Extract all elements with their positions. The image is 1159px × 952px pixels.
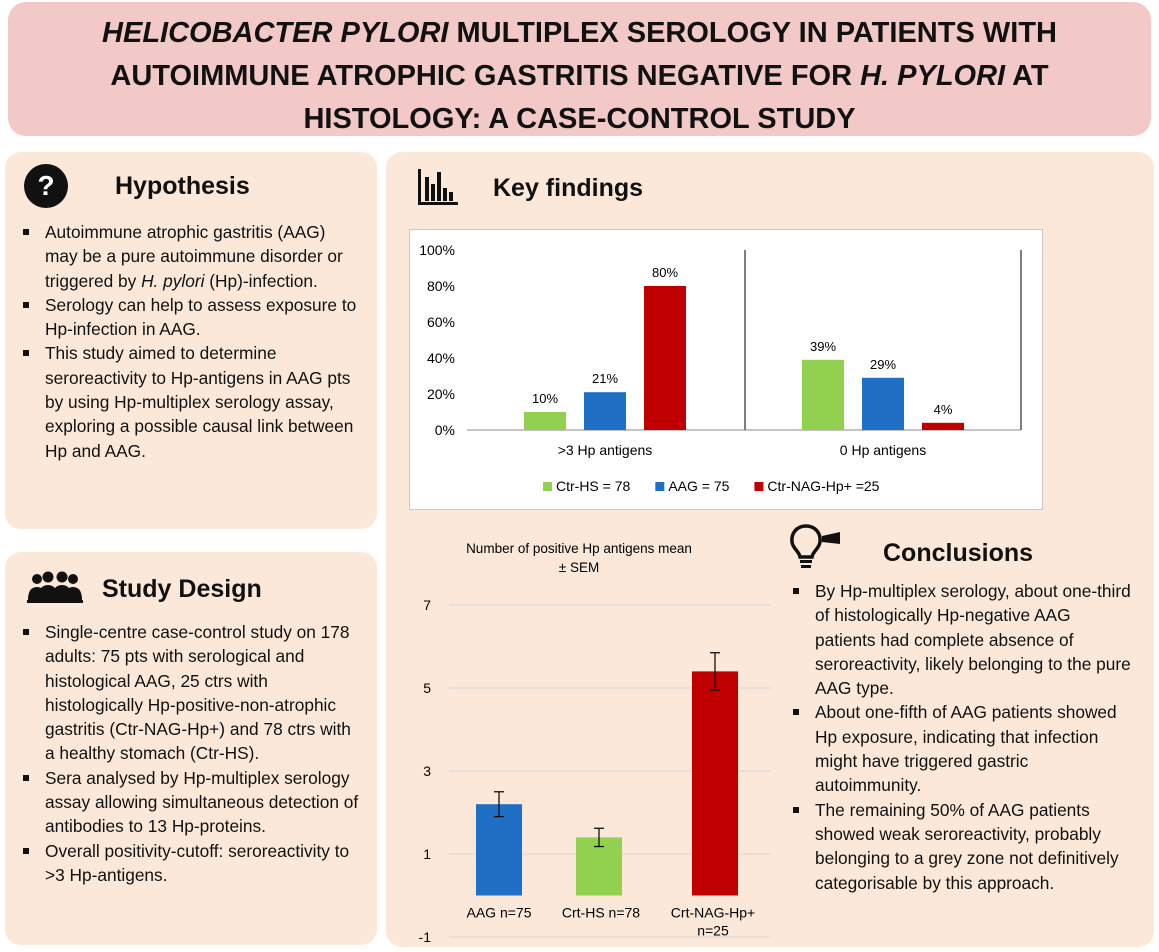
- poster-title: HELICOBACTER PYLORI MULTIPLEX SEROLOGY I…: [8, 2, 1151, 141]
- title-line2: AUTOIMMUNE ATROPHIC GASTRITIS NEGATIVE F…: [110, 60, 861, 92]
- y-tick-label: 5: [423, 680, 431, 696]
- bar: [692, 671, 738, 896]
- legend-swatch: [655, 482, 665, 491]
- hypothesis-panel: ? Hypothesis Autoimmune atrophic gastrit…: [5, 152, 377, 529]
- lightbulb-icon: [790, 524, 840, 568]
- legend-label: Ctr-NAG-Hp+ =25: [767, 478, 879, 494]
- title-line3: HISTOLOGY: A CASE-CONTROL STUDY: [303, 103, 856, 135]
- bar: [476, 804, 522, 896]
- conclusions-list: By Hp-multiplex serology, about one-thir…: [790, 579, 1135, 895]
- y-tick-label: -1: [419, 929, 432, 945]
- hypothesis-heading: Hypothesis: [115, 172, 250, 200]
- hypothesis-bullet: Serology can help to assess exposure to …: [20, 293, 358, 342]
- x-tick-label: Crt-HS n=78: [562, 905, 640, 921]
- people-group-icon: [27, 571, 83, 603]
- key-findings-heading: Key findings: [493, 174, 644, 202]
- y-tick-label: 20%: [427, 386, 455, 402]
- bar: [524, 412, 566, 430]
- question-icon: ?: [24, 164, 68, 208]
- data-label: 10%: [532, 391, 558, 406]
- y-tick-label: 1: [423, 846, 431, 862]
- title-line2-end: AT: [1005, 60, 1049, 92]
- bar: [922, 422, 964, 430]
- y-tick-label: 60%: [427, 314, 455, 330]
- conclusions-heading: Conclusions: [883, 539, 1034, 567]
- title-italic-part-2: H. PYLORI: [860, 60, 1006, 92]
- mean-antigens-bar-chart: Number of positive Hp antigens mean ± SEM…: [419, 541, 771, 945]
- x-tick-label: AAG n=75: [467, 905, 532, 921]
- bar: [802, 359, 844, 430]
- bar-chart-icon: [418, 169, 458, 205]
- y-tick-label: 3: [423, 763, 431, 779]
- conclusion-bullet: By Hp-multiplex serology, about one-thir…: [790, 579, 1135, 700]
- study-design-panel: Study Design Single-centre case-control …: [5, 552, 377, 945]
- data-label: 29%: [870, 357, 896, 372]
- title-line1: MULTIPLEX SEROLOGY IN PATIENTS WITH: [448, 17, 1057, 49]
- hypothesis-bullet: Autoimmune atrophic gastritis (AAG) may …: [20, 220, 358, 293]
- study-design-heading: Study Design: [102, 575, 262, 603]
- hypothesis-list: Autoimmune atrophic gastritis (AAG) may …: [20, 220, 358, 463]
- legend-label: Ctr-HS = 78: [556, 478, 631, 494]
- data-label: 39%: [810, 339, 836, 354]
- legend-swatch: [543, 482, 552, 491]
- chart-title-line2: ± SEM: [559, 560, 599, 575]
- title-italic-part: HELICOBACTER PYLORI: [102, 17, 449, 49]
- y-tick-label: 0%: [435, 422, 455, 438]
- y-tick-label: 80%: [427, 278, 455, 294]
- x-tick-label: n=25: [697, 923, 729, 939]
- design-bullet: Overall positivity-cutoff: seroreactivit…: [20, 839, 365, 888]
- x-tick-label: 0 Hp antigens: [840, 442, 926, 458]
- design-bullet: Single-centre case-control study on 178 …: [20, 620, 365, 766]
- legend-swatch: [754, 482, 764, 491]
- poster-title-banner: HELICOBACTER PYLORI MULTIPLEX SEROLOGY I…: [8, 2, 1151, 136]
- conclusion-bullet: About one-fifth of AAG patients showed H…: [790, 700, 1135, 797]
- design-bullet: Sera analysed by Hp-multiplex serology a…: [20, 766, 365, 839]
- y-tick-label: 40%: [427, 350, 455, 366]
- bar: [862, 377, 904, 430]
- bar: [584, 392, 626, 430]
- study-design-list: Single-centre case-control study on 178 …: [20, 620, 365, 887]
- y-tick-label: 7: [423, 597, 431, 613]
- data-label: 80%: [652, 265, 678, 280]
- data-label: 21%: [592, 371, 618, 386]
- legend-label: AAG = 75: [668, 478, 729, 494]
- conclusion-bullet: The remaining 50% of AAG patients showed…: [790, 798, 1135, 895]
- bar: [644, 286, 686, 430]
- hypothesis-bullet: This study aimed to determine seroreacti…: [20, 341, 358, 462]
- data-label: 4%: [934, 402, 953, 417]
- seroreactivity-bar-chart: 0% 20% 40% 60% 80% 100% 10% 21% 80% >3 Hp antigen…: [409, 229, 1043, 510]
- chart-title-line1: Number of positive Hp antigens mean: [466, 541, 692, 556]
- y-tick-label: 100%: [419, 242, 455, 258]
- svg-text:?: ?: [37, 170, 54, 201]
- x-tick-label: >3 Hp antigens: [558, 442, 653, 458]
- x-tick-label: Crt-NAG-Hp+: [671, 905, 755, 921]
